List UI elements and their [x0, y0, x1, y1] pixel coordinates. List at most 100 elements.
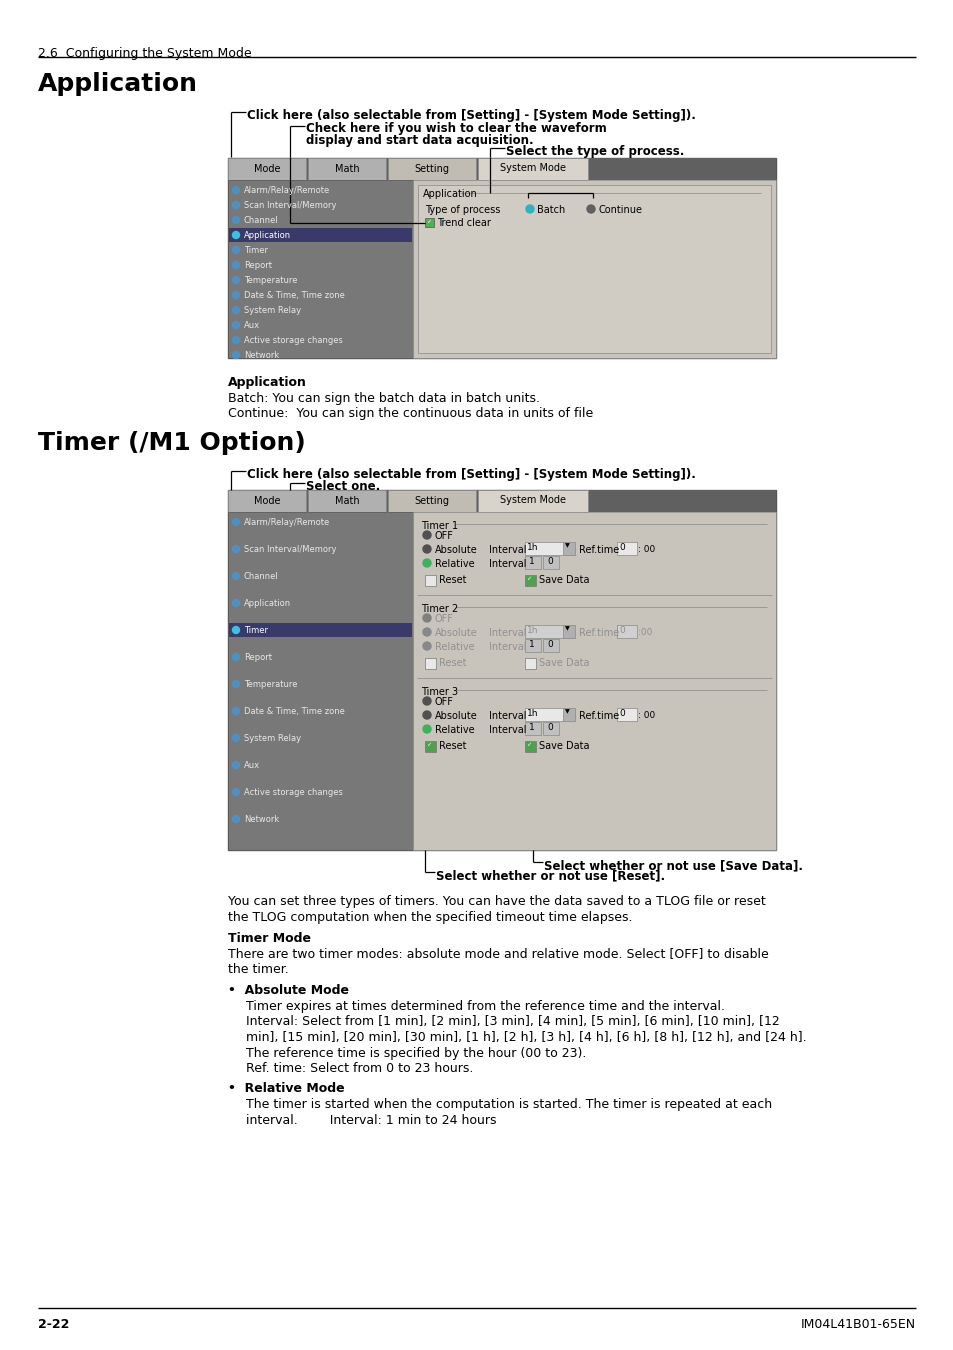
Bar	[617, 625, 637, 639]
Text: 1: 1	[529, 724, 535, 732]
Circle shape	[233, 351, 239, 359]
Text: Application: Application	[244, 231, 291, 240]
Text: :00: :00	[638, 628, 652, 637]
Circle shape	[422, 711, 431, 720]
Text: ▼: ▼	[564, 543, 569, 548]
Text: Math: Math	[335, 495, 359, 506]
Text: Click here (also selectable from [Setting] - [System Mode Setting]).: Click here (also selectable from [Settin…	[247, 109, 695, 122]
Text: 0: 0	[618, 626, 624, 634]
Bar	[424, 575, 436, 586]
Circle shape	[233, 734, 239, 741]
Bar	[562, 625, 575, 639]
Text: ▼: ▼	[564, 626, 569, 630]
Circle shape	[233, 761, 239, 768]
Text: The reference time is specified by the hour (00 to 23).: The reference time is specified by the h…	[246, 1046, 586, 1060]
Bar	[228, 490, 306, 512]
Bar	[228, 158, 306, 180]
Text: 2-22: 2-22	[38, 1318, 70, 1331]
Circle shape	[233, 292, 239, 298]
Text: Aux: Aux	[244, 761, 260, 770]
Bar	[424, 217, 434, 227]
Bar	[524, 722, 540, 734]
Bar	[524, 556, 540, 568]
Text: Date & Time, Time zone: Date & Time, Time zone	[244, 292, 345, 300]
Text: Continue: Continue	[598, 205, 642, 215]
Bar	[424, 741, 436, 752]
Text: Application: Application	[38, 72, 198, 96]
Text: Interval: Interval	[489, 559, 526, 568]
Text: Interval: Interval	[489, 643, 526, 652]
Text: Reset: Reset	[438, 575, 466, 585]
Circle shape	[233, 572, 239, 579]
Text: Select one.: Select one.	[306, 481, 380, 493]
Bar	[228, 158, 775, 180]
Bar	[477, 490, 587, 512]
Text: Application: Application	[422, 189, 477, 198]
Text: Click here (also selectable from [Setting] - [System Mode Setting]).: Click here (also selectable from [Settin…	[247, 468, 695, 481]
Circle shape	[233, 626, 239, 633]
Bar	[228, 490, 775, 850]
Text: Scan Interval/Memory: Scan Interval/Memory	[244, 201, 336, 211]
Text: Network: Network	[244, 351, 279, 360]
Text: Alarm/Relay/Remote: Alarm/Relay/Remote	[244, 518, 330, 526]
Circle shape	[233, 680, 239, 687]
Bar	[228, 490, 775, 512]
Text: Continue:  You can sign the continuous data in units of file: Continue: You can sign the continuous da…	[228, 406, 593, 420]
Text: Report: Report	[244, 261, 272, 270]
Text: : 00: : 00	[638, 545, 655, 554]
Circle shape	[422, 643, 431, 649]
Bar	[228, 512, 413, 850]
Circle shape	[233, 815, 239, 822]
Text: Date & Time, Time zone: Date & Time, Time zone	[244, 707, 345, 716]
Circle shape	[422, 628, 431, 636]
Text: Trend clear: Trend clear	[436, 217, 491, 228]
Text: Ref.time: Ref.time	[578, 545, 618, 555]
Text: Select whether or not use [Save Data].: Select whether or not use [Save Data].	[543, 859, 802, 872]
Bar	[417, 185, 770, 352]
Circle shape	[422, 559, 431, 567]
Text: min], [15 min], [20 min], [30 min], [1 h], [2 h], [3 h], [4 h], [6 h], [8 h], [1: min], [15 min], [20 min], [30 min], [1 h…	[246, 1031, 806, 1044]
Bar	[542, 639, 558, 652]
Text: Channel: Channel	[244, 572, 278, 580]
Circle shape	[422, 725, 431, 733]
Text: You can set three types of timers. You can have the data saved to a TLOG file or: You can set three types of timers. You c…	[228, 895, 765, 909]
Text: 1h: 1h	[526, 543, 537, 552]
Text: System Relay: System Relay	[244, 306, 301, 315]
Text: System Mode: System Mode	[499, 163, 565, 173]
Bar	[229, 228, 412, 242]
Text: Timer 3: Timer 3	[420, 687, 457, 697]
Text: Reset: Reset	[438, 741, 466, 751]
Text: Mode: Mode	[253, 163, 280, 174]
Circle shape	[233, 336, 239, 343]
Circle shape	[233, 277, 239, 284]
Text: 1h: 1h	[526, 709, 537, 718]
Text: Application: Application	[244, 599, 291, 608]
Bar	[424, 657, 436, 670]
Text: Timer expires at times determined from the reference time and the interval.: Timer expires at times determined from t…	[246, 1000, 724, 1012]
Text: There are two timer modes: absolute mode and relative mode. Select [OFF] to disa: There are two timer modes: absolute mode…	[228, 948, 768, 960]
Bar	[524, 741, 536, 752]
Text: Timer: Timer	[244, 626, 268, 634]
Text: Absolute: Absolute	[435, 711, 477, 721]
Text: Interval: Interval	[489, 725, 526, 734]
Circle shape	[233, 216, 239, 224]
Bar	[542, 722, 558, 734]
Text: Relative: Relative	[435, 559, 475, 568]
Bar	[308, 158, 386, 180]
Text: Setting: Setting	[414, 163, 449, 174]
Text: ✓: ✓	[426, 219, 431, 224]
Text: Timer (/M1 Option): Timer (/M1 Option)	[38, 431, 305, 455]
Text: 2.6  Configuring the System Mode: 2.6 Configuring the System Mode	[38, 47, 252, 59]
Text: Setting: Setting	[414, 495, 449, 506]
Bar	[562, 707, 575, 721]
Text: Application: Application	[228, 377, 307, 389]
Bar	[524, 657, 536, 670]
Text: Select whether or not use [Reset].: Select whether or not use [Reset].	[436, 869, 664, 882]
Text: Ref.time: Ref.time	[578, 628, 618, 639]
Text: ▼: ▼	[564, 709, 569, 714]
Text: 0: 0	[618, 543, 624, 552]
Circle shape	[233, 306, 239, 313]
Bar	[617, 541, 637, 555]
Text: Channel: Channel	[244, 216, 278, 225]
Circle shape	[233, 518, 239, 525]
